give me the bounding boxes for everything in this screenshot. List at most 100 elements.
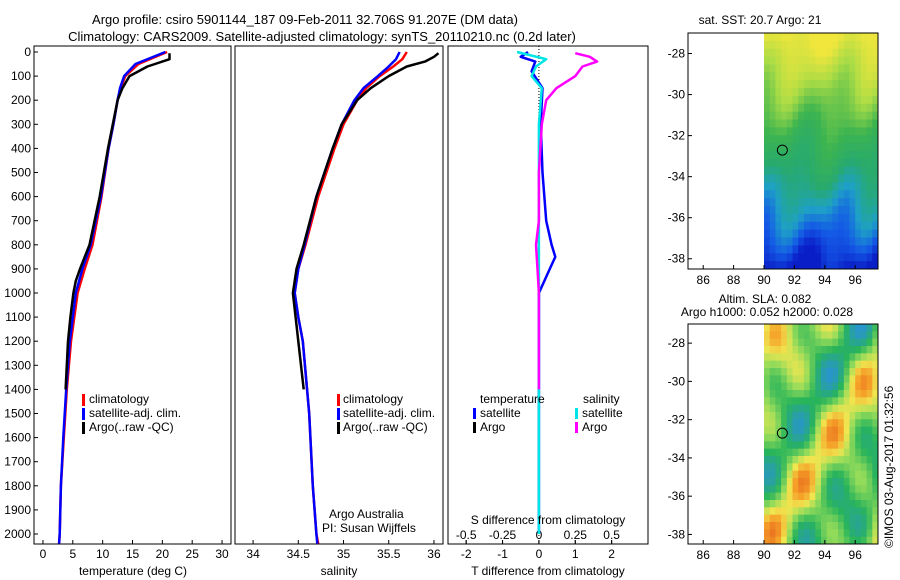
- heatmap-cell: [809, 346, 816, 354]
- heatmap-cell: [866, 448, 873, 457]
- heatmap-cell: [798, 441, 805, 450]
- heatmap-cell: [792, 324, 799, 332]
- heatmap-cell: [832, 514, 839, 523]
- heatmap-cell: [809, 245, 816, 254]
- heatmap-cell: [786, 397, 793, 406]
- heatmap-cell: [866, 456, 873, 464]
- heatmap-cell: [826, 529, 833, 538]
- heatmap-cell: [786, 111, 793, 121]
- heatmap-cell: [866, 478, 873, 486]
- heatmap-cell: [826, 404, 833, 413]
- heatmap-cell: [849, 229, 856, 239]
- salinity-lines: [291, 51, 440, 544]
- heatmap-cell: [860, 404, 868, 413]
- heatmap-cell: [815, 72, 822, 81]
- heatmap-cell: [792, 95, 799, 105]
- heatmap-cell: [855, 127, 862, 136]
- heatmap-cell: [843, 48, 850, 58]
- heatmap-cell: [803, 135, 811, 144]
- heatmap-cell: [872, 522, 879, 530]
- legend-swatch-temp-satellite: [473, 408, 476, 419]
- heatmap-cell: [821, 390, 828, 398]
- heatmap-cell: [815, 56, 822, 65]
- heatmap-cell: [775, 463, 782, 472]
- heatmap-cell: [821, 375, 828, 384]
- heatmap-cell: [809, 360, 816, 369]
- heatmap-cell: [832, 143, 839, 152]
- heatmap-cell: [798, 135, 805, 144]
- heatmap-cell: [764, 434, 771, 442]
- heatmap-cell: [832, 404, 839, 413]
- heatmap-cell: [781, 253, 788, 262]
- heatmap-cell: [815, 40, 822, 50]
- heatmap-cell: [849, 426, 856, 435]
- heatmap-cell: [815, 470, 822, 479]
- heatmap-cell: [838, 470, 845, 479]
- heatmap-cell: [781, 40, 788, 50]
- heatmap-cell: [826, 324, 833, 332]
- heatmap-cell: [781, 166, 788, 176]
- heatmap-cell: [838, 182, 845, 191]
- heatmap-cell: [872, 64, 879, 73]
- heatmap-cell: [855, 119, 862, 128]
- heatmap-cell: [855, 174, 862, 183]
- salinity-axes-frame: [234, 45, 444, 545]
- heatmap-cell: [803, 434, 811, 442]
- heatmap-cell: [855, 237, 862, 246]
- temperature-lines: [57, 50, 171, 544]
- heatmap-cell: [838, 507, 845, 516]
- heatmap-cell: [838, 485, 845, 494]
- legend-label-argo: Argo(..raw -QC): [89, 420, 174, 434]
- heatmap-cell: [786, 206, 793, 215]
- longitude-tick-label: 96: [849, 273, 863, 287]
- heatmap-cell: [826, 198, 833, 207]
- heatmap-cell: [775, 500, 782, 508]
- heatmap-cell: [866, 390, 873, 398]
- heatmap-cell: [798, 404, 805, 413]
- heatmap-cell: [809, 119, 816, 128]
- heatmap-cell: [821, 419, 828, 428]
- heatmap-cell: [872, 88, 879, 97]
- heatmap-cell: [872, 48, 879, 58]
- heatmap-cell: [821, 206, 828, 215]
- legend-swatch-sal-argo: [575, 422, 578, 433]
- heatmap-cell: [781, 522, 788, 530]
- heatmap-cell: [860, 40, 868, 50]
- heatmap-cell: [764, 404, 771, 413]
- heatmap-cell: [838, 245, 845, 254]
- heatmap-cell: [781, 135, 788, 144]
- legend-label-satellite: satellite-adj. clim.: [343, 406, 435, 420]
- heatmap-cell: [826, 72, 833, 81]
- heatmap-cell: [815, 33, 822, 42]
- heatmap-cell: [781, 463, 788, 472]
- heatmap-cell: [809, 174, 816, 183]
- heatmap-cell: [860, 33, 868, 42]
- heatmap-cell: [769, 33, 776, 42]
- sla-heatmap: [764, 324, 879, 545]
- heatmap-cell: [775, 434, 782, 442]
- heatmap-cell: [849, 56, 856, 65]
- heatmap-cell: [792, 127, 799, 136]
- heatmap-cell: [872, 206, 879, 215]
- heatmap-cell: [821, 135, 828, 144]
- heatmap-cell: [872, 485, 879, 494]
- heatmap-cell: [866, 206, 873, 215]
- heatmap-cell: [832, 397, 839, 406]
- heatmap-cell: [826, 253, 833, 262]
- heatmap-cell: [832, 33, 839, 42]
- heatmap-cell: [769, 456, 776, 464]
- heatmap-cell: [872, 182, 879, 191]
- heatmap-cell: [860, 390, 868, 398]
- heatmap-cell: [781, 375, 788, 384]
- heatmap-cell: [775, 158, 782, 168]
- heatmap-cell: [798, 331, 805, 340]
- heatmap-cell: [809, 182, 816, 191]
- heatmap-cell: [786, 419, 793, 428]
- difference-legend: temperature salinity satellite Argo sate…: [473, 392, 623, 434]
- heatmap-cell: [792, 346, 799, 354]
- heatmap-cell: [803, 158, 811, 168]
- heatmap-cell: [860, 441, 868, 450]
- heatmap-cell: [843, 40, 850, 50]
- heatmap-cell: [786, 324, 793, 332]
- heatmap-cell: [781, 419, 788, 428]
